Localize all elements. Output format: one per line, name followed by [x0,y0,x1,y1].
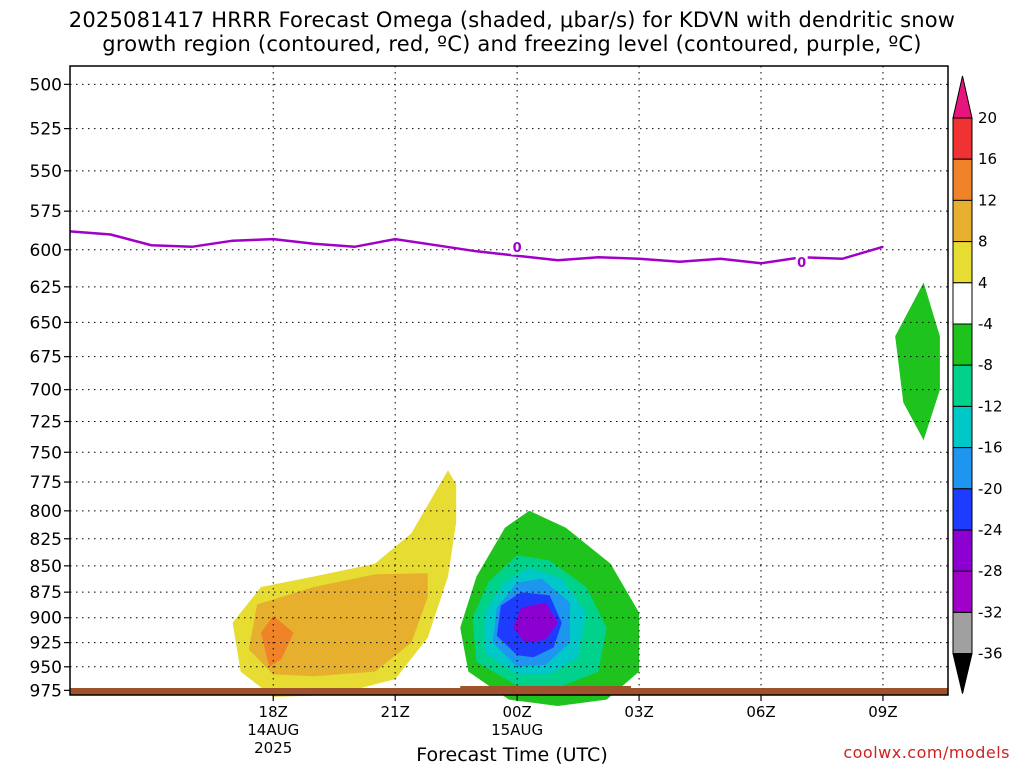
plot-frame [69,65,949,696]
colorbar-label: -4 [978,315,993,333]
colorbar-segment [952,447,973,490]
colorbar-segment [952,323,973,366]
colorbar-segment [952,282,973,325]
y-tick-label: 900 [30,609,62,629]
chart-title-line1: 2025081417 HRRR Forecast Omega (shaded, … [68,8,956,32]
colorbar-segment [952,364,973,407]
colorbar-segment [952,117,973,160]
y-tick-label: 950 [30,658,62,678]
y-tick-label: 800 [30,502,62,522]
colorbar-label: -20 [978,480,1003,498]
y-tick-label: 875 [30,583,62,603]
colorbar-label: -24 [978,521,1003,539]
x-tick-label: 00Z [502,703,531,721]
freezing-level-label-bg [511,238,524,255]
y-tick-label: 925 [30,634,62,654]
y-tick-label: 500 [30,75,62,95]
x-tick-label: 06Z [746,703,775,721]
x-tick-label: 18Z [259,703,288,721]
y-tick-label: 700 [30,381,62,401]
y-tick-label: 750 [30,443,62,463]
omega-region-1 [248,573,428,677]
surface-bump [460,686,631,689]
y-tick-label: 725 [30,413,62,433]
y-tick-label: 675 [30,348,62,368]
x-tick-year: 2025 [254,739,292,757]
colorbar-bottom-arrow [952,653,973,694]
colorbar-label: 8 [978,233,988,251]
colorbar-segment [952,199,973,243]
y-tick-label: 975 [30,681,62,701]
colorbar-label: -28 [978,562,1003,580]
x-tick-date: 14AUG [247,721,299,739]
credit-link[interactable]: coolwx.com/models [843,743,1010,762]
y-tick-label: 550 [30,162,62,182]
freezing-level-label: 0 [513,241,522,256]
colorbar-segment [952,611,973,655]
colorbar-segment [952,570,973,613]
colorbar-label: 4 [978,274,988,292]
x-tick-label: 03Z [624,703,653,721]
colorbar-segment [952,158,973,201]
chart-title-line2: growth region (contoured, red, ºC) and f… [102,32,922,56]
surface-strip [70,688,948,695]
omega-region-9 [895,282,940,441]
y-tick-label: 575 [30,202,62,222]
y-tick-label: 825 [30,530,62,550]
chart-title: 2025081417 HRRR Forecast Omega (shaded, … [0,8,1024,56]
y-tick-label: 650 [30,313,62,333]
colorbar-label: 20 [978,109,997,127]
colorbar-label: -32 [978,603,1003,621]
colorbar-top-arrow [952,75,973,119]
y-tick-label: 600 [30,241,62,261]
freezing-level-label-bg [795,253,808,270]
omega-region-8 [513,602,558,643]
omega-region-2 [261,615,294,667]
x-tick-date: 15AUG [491,721,543,739]
y-tick-label: 775 [30,473,62,493]
colorbar-label: -36 [978,645,1003,663]
colorbar-segment [952,405,973,449]
freezing-level-label: 0 [797,256,806,271]
x-axis-label: Forecast Time (UTC) [416,744,608,766]
y-tick-label: 850 [30,557,62,577]
colorbar-segment [952,529,973,572]
colorbar-segment [952,488,973,531]
colorbar-label: 12 [978,191,997,209]
colorbar-label: -16 [978,439,1003,457]
colorbar-label: 16 [978,150,997,168]
colorbar-segment [952,241,973,284]
x-tick-label: 21Z [380,703,409,721]
x-tick-label: 09Z [868,703,897,721]
y-tick-label: 525 [30,120,62,140]
y-tick-label: 625 [30,278,62,298]
colorbar-label: -8 [978,356,993,374]
colorbar-label: -12 [978,397,1003,415]
freezing-level-line [69,230,884,265]
